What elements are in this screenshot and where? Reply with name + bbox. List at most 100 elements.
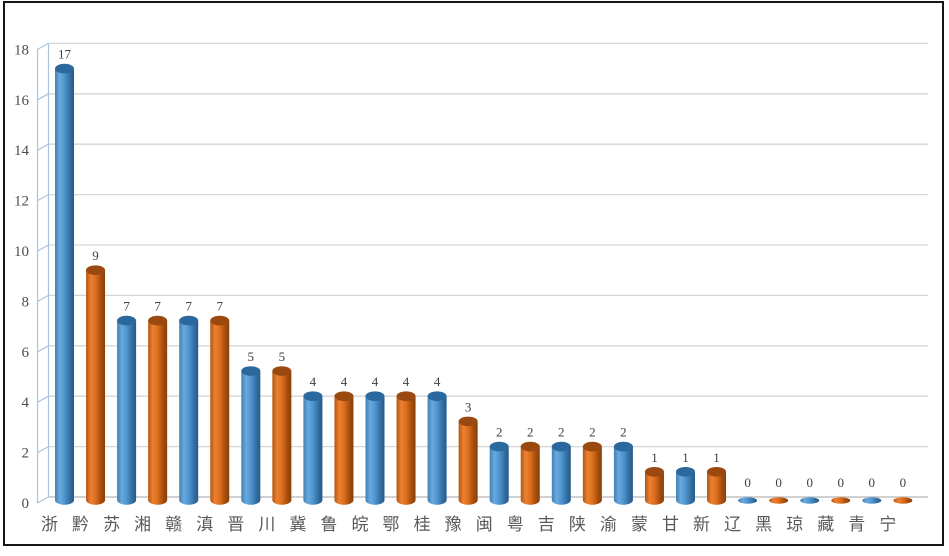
value-label: 1 — [651, 450, 658, 465]
value-label: 2 — [558, 425, 565, 440]
cylinder-flat-zero — [738, 497, 758, 504]
cylinder-body — [303, 396, 323, 500]
cylinder-cap — [520, 441, 540, 452]
y-axis-tick — [37, 42, 49, 50]
bar-闽: 2 — [489, 425, 509, 505]
cylinder-body — [458, 421, 478, 500]
cylinder-cap — [117, 315, 137, 326]
x-tick-label: 湘 — [134, 515, 151, 534]
bar-赣: 7 — [179, 299, 199, 505]
cylinder-body — [86, 270, 106, 500]
bar-皖: 4 — [365, 374, 385, 505]
cylinder-body — [365, 396, 385, 500]
y-tick-label: 4 — [22, 395, 30, 411]
value-label: 0 — [806, 475, 813, 490]
x-tick-label: 新 — [693, 515, 710, 534]
bar-吉: 2 — [551, 425, 571, 505]
cylinder-body — [520, 446, 540, 500]
y-axis-tick — [37, 345, 49, 353]
x-tick-label: 苏 — [103, 515, 120, 534]
x-tick-label: 陕 — [569, 515, 586, 534]
bar-鄂: 4 — [396, 374, 416, 505]
x-tick-label: 鲁 — [320, 515, 337, 534]
cylinder-body — [551, 446, 571, 500]
cylinder-body — [148, 320, 168, 500]
x-tick-label: 闽 — [476, 515, 493, 534]
value-label: 0 — [775, 475, 782, 490]
cylinder-cap — [241, 366, 261, 376]
x-tick-label: 豫 — [445, 515, 462, 534]
bar-黔: 9 — [86, 248, 106, 505]
bar-豫: 3 — [458, 399, 478, 505]
value-label: 3 — [465, 399, 472, 414]
bar-青: 0 — [862, 475, 882, 504]
value-label: 1 — [713, 450, 720, 465]
value-label: 9 — [92, 248, 99, 263]
y-axis-tick — [37, 244, 49, 252]
value-label: 1 — [682, 450, 689, 465]
y-axis-tick — [37, 395, 49, 403]
value-label: 7 — [217, 299, 224, 314]
cylinder-body — [644, 471, 664, 500]
y-tick-label: 10 — [14, 244, 29, 260]
value-label: 7 — [123, 299, 130, 314]
y-axis-tick — [37, 93, 49, 101]
x-tick-label: 滇 — [196, 515, 213, 534]
value-label: 4 — [434, 374, 441, 389]
value-label: 0 — [838, 475, 845, 490]
cylinder-cap — [551, 441, 571, 452]
bar-琼: 0 — [800, 475, 820, 504]
bar-甘: 1 — [676, 450, 695, 505]
bar-蒙: 1 — [644, 450, 664, 505]
x-tick-label: 鄂 — [383, 515, 400, 534]
y-tick-label: 18 — [14, 42, 29, 58]
x-tick-label: 琼 — [786, 515, 803, 534]
y-tick-label: 2 — [22, 446, 30, 462]
x-tick-label: 黑 — [755, 515, 772, 534]
cylinder-cap — [210, 315, 230, 326]
y-tick-label: 0 — [22, 496, 30, 512]
cylinder-cap — [707, 467, 727, 477]
cylinder-flat-zero — [862, 497, 882, 504]
cylinder-body — [272, 371, 292, 500]
x-tick-label: 皖 — [352, 515, 369, 534]
bar-渝: 2 — [613, 425, 633, 505]
value-label: 7 — [185, 299, 192, 314]
cylinder-cap — [179, 315, 199, 326]
cylinder-body — [613, 446, 633, 500]
y-axis-tick — [37, 194, 49, 202]
x-tick-label: 冀 — [289, 515, 306, 534]
x-tick-label: 吉 — [538, 515, 555, 534]
bar-宁: 0 — [893, 475, 913, 504]
cylinder-body — [55, 68, 74, 500]
cylinder-body — [489, 446, 509, 500]
cylinder-cap — [427, 391, 447, 402]
x-tick-label: 晋 — [227, 515, 244, 534]
y-tick-label: 8 — [22, 294, 30, 310]
cylinder-cap — [644, 467, 664, 477]
cylinder-cap — [303, 391, 323, 402]
y-axis-tick — [37, 143, 49, 151]
x-tick-label: 甘 — [662, 515, 679, 534]
y-tick-label: 16 — [14, 93, 30, 109]
cylinder-body — [334, 396, 354, 500]
bars: 17 9 7 7 7 7 5 5 4 4 4 4 4 3 2 2 2 2 2 1 1 1 0 0 0 0 0 0 — [55, 47, 913, 505]
cylinder-cap — [148, 315, 168, 326]
cylinder-cap — [676, 467, 695, 477]
bar-新: 1 — [707, 450, 727, 505]
cylinder-flat-zero — [831, 497, 851, 504]
cylinder-cap — [582, 441, 602, 452]
cylinder-body — [241, 371, 261, 500]
bar-粤: 2 — [520, 425, 540, 505]
cylinder-cap — [613, 441, 633, 452]
value-label: 4 — [372, 374, 379, 389]
value-label: 5 — [279, 349, 286, 364]
y-axis-labels: 0 2 4 6 8 10 12 14 16 18 — [14, 42, 30, 512]
value-label: 2 — [589, 425, 596, 440]
axis-wall-3d — [36, 42, 50, 504]
bar-冀: 4 — [303, 374, 323, 505]
x-tick-label: 藏 — [817, 515, 834, 534]
cylinder-cap — [458, 416, 478, 427]
bar-晋: 5 — [241, 349, 261, 505]
cylinder-flat-zero — [769, 497, 789, 504]
